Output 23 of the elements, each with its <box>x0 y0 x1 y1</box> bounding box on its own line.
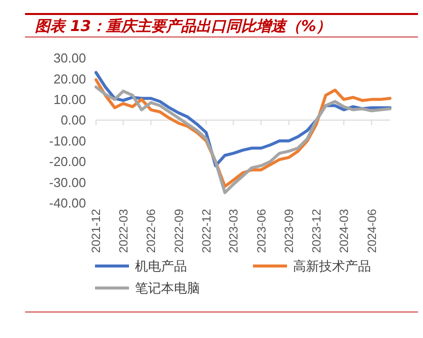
y-tick-label: -10.00 <box>49 133 86 148</box>
x-tick-label: 2022-03 <box>116 208 130 254</box>
x-tick-label: 2024-06 <box>364 208 379 254</box>
y-tick-label: -40.00 <box>49 196 86 211</box>
y-tick-label: 0.00 <box>60 112 86 128</box>
y-tick-label: -30.00 <box>49 174 86 190</box>
x-tick-label: 2022-12 <box>199 208 214 254</box>
x-tick-label: 2021-12 <box>89 208 104 254</box>
x-tick-label: 2022-09 <box>172 208 186 254</box>
y-tick-label: 10.00 <box>53 92 86 107</box>
y-tick-label: 20.00 <box>53 71 86 86</box>
y-tick-label: -20.00 <box>49 154 86 170</box>
legend-label: 机电产品 <box>135 258 187 274</box>
y-tick-label: 30.00 <box>53 50 86 66</box>
x-tick-label: 2023-06 <box>254 208 268 254</box>
x-tick-label: 2023-03 <box>226 208 241 254</box>
legend-label: 高新技术产品 <box>293 258 371 274</box>
x-tick-label: 2023-12 <box>310 208 324 254</box>
x-tick-label: 2024-03 <box>337 208 352 254</box>
x-tick-label: 2023-09 <box>282 208 296 254</box>
x-tick-label: 2022-06 <box>144 208 158 254</box>
chart-title: 图表 13：重庆主要产品出口同比增速（%） <box>35 17 332 35</box>
legend-label: 笔记本电脑 <box>135 280 200 296</box>
